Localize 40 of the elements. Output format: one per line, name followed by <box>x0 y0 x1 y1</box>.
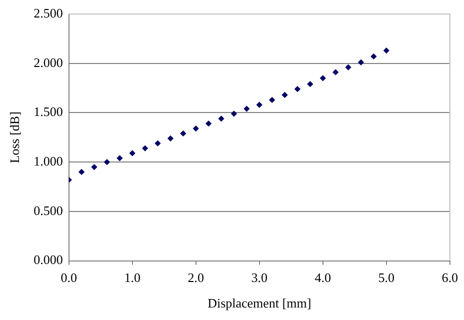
point <box>193 126 199 132</box>
y-axis-title: Loss [dB] <box>7 112 22 164</box>
point <box>130 150 136 156</box>
point <box>180 130 186 136</box>
point <box>282 92 288 98</box>
point <box>206 120 212 126</box>
x-tick-label: 3.0 <box>251 270 268 286</box>
point <box>358 60 364 66</box>
point <box>269 97 275 103</box>
point <box>244 106 250 112</box>
point <box>155 140 161 146</box>
y-tick-label: 2.000 <box>34 54 63 70</box>
y-tick-label: 2.500 <box>34 5 63 20</box>
point <box>116 155 122 161</box>
x-tick-label: 0.0 <box>60 270 77 286</box>
point <box>92 164 97 170</box>
point <box>78 169 84 175</box>
y-tick-label: 0.000 <box>34 252 63 268</box>
point <box>332 69 338 75</box>
x-tick-label: 1.0 <box>124 270 140 286</box>
point <box>307 81 313 87</box>
point <box>370 54 376 60</box>
x-tick-label: 2.0 <box>188 270 204 286</box>
point <box>384 48 390 54</box>
y-tick-label: 1.000 <box>34 154 63 168</box>
y-tick-label: 0.500 <box>34 202 63 218</box>
x-tick-label: 4.0 <box>314 270 331 286</box>
x-tick-label: 5.0 <box>378 270 394 286</box>
point <box>231 110 237 116</box>
point <box>294 86 300 92</box>
x-axis-title: Displacement [mm] <box>208 296 312 311</box>
point <box>104 159 110 165</box>
point <box>256 102 262 108</box>
point <box>168 136 174 142</box>
x-tick-label: 6.0 <box>442 270 458 286</box>
point <box>142 146 148 152</box>
y-tick-label: 1.500 <box>34 104 63 120</box>
point <box>346 64 352 70</box>
point <box>320 75 326 81</box>
point <box>218 116 224 122</box>
